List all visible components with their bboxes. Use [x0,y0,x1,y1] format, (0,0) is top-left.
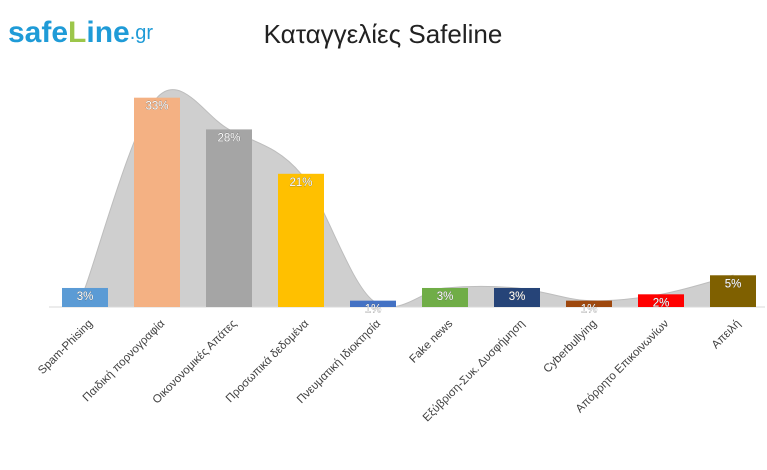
x-tick-label: Παιδική πορνογραφία [81,318,168,405]
value-label: 21% [289,177,312,189]
bar [62,287,108,307]
value-label: 3% [509,291,526,303]
logo: safeLine.gr [8,16,153,49]
bar [278,173,324,307]
logo-part: .gr [130,22,154,44]
value-label: 3% [77,291,94,303]
value-label: 3% [437,291,454,303]
logo-part: L [68,16,86,49]
chart-title: Καταγγελίες Safeline [264,19,503,49]
value-label: 5% [725,278,742,290]
x-tick-label: Απειλή [710,318,744,352]
area [84,89,734,308]
bar [134,97,180,307]
bar [206,129,252,307]
x-tick-label: Πνευματική Ιδιοκτησία [295,318,383,406]
bar [494,287,540,307]
value-label: 28% [217,132,240,144]
value-label: 1% [581,304,598,316]
bar [638,294,684,307]
bar [710,275,756,307]
bar [350,300,396,307]
logo-part: safe [8,16,68,49]
x-tick-label: Cyberbullying [542,318,600,376]
bar [566,300,612,307]
value-label: 33% [145,101,168,113]
logo-part: ine [86,16,129,49]
x-tick-label: Προσωπικά δεδομένα [224,318,312,406]
value-label: 2% [653,297,670,309]
bar [422,287,468,307]
x-tick-label: Spam-Phising [36,318,95,377]
x-tick-label: Fake news [407,318,455,366]
value-label: 1% [365,304,382,316]
